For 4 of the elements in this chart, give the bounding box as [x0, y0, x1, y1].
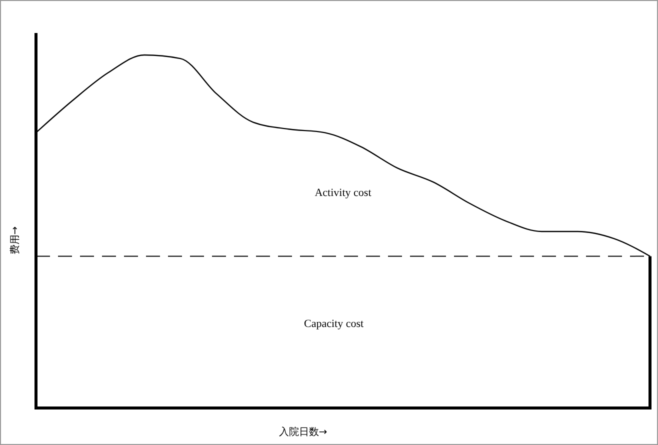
- x-axis-title: 入院日数→: [278, 426, 328, 438]
- annotation: Activity cost: [314, 187, 372, 200]
- annotation: Capacity cost: [304, 318, 364, 330]
- y-axis-title: 费用→: [9, 226, 21, 255]
